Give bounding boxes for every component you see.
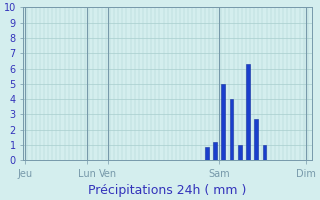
- Bar: [205, 147, 209, 160]
- Bar: [246, 64, 250, 160]
- Bar: [213, 142, 217, 160]
- Bar: [230, 99, 233, 160]
- X-axis label: Précipitations 24h ( mm ): Précipitations 24h ( mm ): [88, 184, 247, 197]
- Bar: [254, 119, 258, 160]
- Bar: [238, 145, 242, 160]
- Bar: [263, 145, 266, 160]
- Bar: [221, 84, 225, 160]
